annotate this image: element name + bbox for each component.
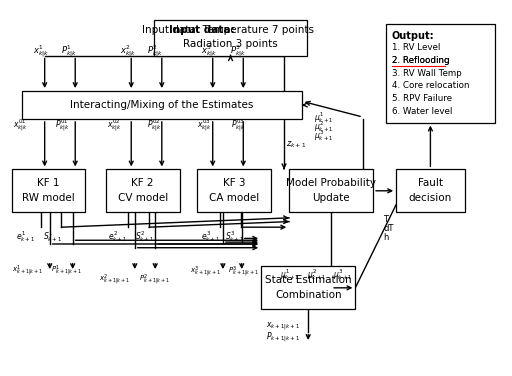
Bar bbox=[396, 169, 465, 212]
Bar bbox=[12, 169, 86, 212]
Text: $x^3_{k|k}$: $x^3_{k|k}$ bbox=[201, 44, 217, 60]
Text: State Estimation
Combination: State Estimation Combination bbox=[265, 276, 352, 300]
Text: $x^{01}_{k|k}$: $x^{01}_{k|k}$ bbox=[13, 117, 28, 134]
Text: $z_{k+1}$: $z_{k+1}$ bbox=[286, 140, 306, 150]
Text: $\mu^2_{k+1}$: $\mu^2_{k+1}$ bbox=[313, 119, 333, 134]
Text: $\mu^2_{k+1}$: $\mu^2_{k+1}$ bbox=[307, 267, 326, 282]
Bar bbox=[289, 169, 373, 212]
Text: Input data: Temperature 7 points: Input data: Temperature 7 points bbox=[142, 24, 314, 35]
Bar bbox=[154, 20, 307, 56]
Text: Model Probability
Update: Model Probability Update bbox=[286, 178, 376, 203]
Text: h: h bbox=[383, 233, 389, 242]
Text: dT: dT bbox=[383, 224, 394, 233]
Text: 3. RV Wall Temp: 3. RV Wall Temp bbox=[392, 68, 462, 77]
Text: Input data:: Input data: bbox=[168, 24, 234, 35]
Text: $P^3_{k|k}$: $P^3_{k|k}$ bbox=[229, 44, 246, 60]
Text: T: T bbox=[383, 215, 388, 224]
Text: KF 2
CV model: KF 2 CV model bbox=[118, 178, 168, 203]
Text: $x^{02}_{k|k}$: $x^{02}_{k|k}$ bbox=[107, 117, 122, 134]
Text: KF 3
CA model: KF 3 CA model bbox=[209, 178, 260, 203]
Text: $S^3_{k+1}$: $S^3_{k+1}$ bbox=[225, 229, 245, 244]
Text: $x^2_{k|k}$: $x^2_{k|k}$ bbox=[119, 44, 136, 60]
Text: $x^{03}_{k|k}$: $x^{03}_{k|k}$ bbox=[198, 117, 212, 134]
Text: $S^2_{k+1}$: $S^2_{k+1}$ bbox=[135, 229, 154, 244]
Text: $P^{03}_{k|k}$: $P^{03}_{k|k}$ bbox=[230, 117, 245, 134]
Text: 2. Reflooding: 2. Reflooding bbox=[392, 56, 450, 65]
Text: $\mu^1_{k+1}$: $\mu^1_{k+1}$ bbox=[313, 111, 333, 125]
Text: $e^1_{k+1}$: $e^1_{k+1}$ bbox=[16, 229, 35, 244]
Text: $x^1_{k|k}$: $x^1_{k|k}$ bbox=[33, 44, 50, 60]
Text: 4. Core relocation: 4. Core relocation bbox=[392, 81, 470, 90]
Text: $x^1_{k+1|k+1}$: $x^1_{k+1|k+1}$ bbox=[12, 263, 43, 277]
Text: Output:: Output: bbox=[392, 30, 435, 41]
Text: $x_{k+1|k+1}$: $x_{k+1|k+1}$ bbox=[266, 320, 300, 333]
Text: $\mu^1_{k+1}$: $\mu^1_{k+1}$ bbox=[281, 267, 300, 282]
Bar bbox=[198, 169, 271, 212]
Bar bbox=[106, 169, 180, 212]
Text: $S^1_{k+1}$: $S^1_{k+1}$ bbox=[43, 229, 62, 244]
Text: $P_{k+1|k+1}$: $P_{k+1|k+1}$ bbox=[266, 331, 300, 345]
Text: 6. Water level: 6. Water level bbox=[392, 107, 452, 116]
Text: Interacting/Mixing of the Estimates: Interacting/Mixing of the Estimates bbox=[70, 100, 253, 110]
Text: $P^1_{k|k}$: $P^1_{k|k}$ bbox=[61, 44, 77, 60]
Text: Radiation 3 points: Radiation 3 points bbox=[183, 39, 278, 50]
Text: 2. Reflooding: 2. Reflooding bbox=[392, 56, 450, 65]
Text: $x^3_{k+1|k+1}$: $x^3_{k+1|k+1}$ bbox=[190, 264, 221, 279]
Text: $e^3_{k+1}$: $e^3_{k+1}$ bbox=[201, 229, 220, 244]
Text: 5. RPV Failure: 5. RPV Failure bbox=[392, 94, 452, 103]
Text: $x^2_{k+1|k+1}$: $x^2_{k+1|k+1}$ bbox=[99, 272, 131, 287]
Bar bbox=[386, 24, 495, 123]
Text: $\mu^3_{k+1}$: $\mu^3_{k+1}$ bbox=[313, 128, 333, 143]
Bar bbox=[261, 266, 355, 309]
Text: $P^{02}_{k|k}$: $P^{02}_{k|k}$ bbox=[146, 117, 161, 134]
Text: $P^2_{k+1|k+1}$: $P^2_{k+1|k+1}$ bbox=[139, 272, 170, 287]
Text: $\mu^3_{k+1}$: $\mu^3_{k+1}$ bbox=[333, 267, 353, 282]
Text: $P^3_{k+1|k+1}$: $P^3_{k+1|k+1}$ bbox=[228, 264, 259, 279]
Text: $P^1_{k+1|k+1}$: $P^1_{k+1|k+1}$ bbox=[51, 263, 82, 277]
Text: 1. RV Level: 1. RV Level bbox=[392, 43, 440, 52]
Text: $P^2_{k|k}$: $P^2_{k|k}$ bbox=[146, 44, 162, 60]
Bar bbox=[22, 91, 302, 119]
Text: Fault
decision: Fault decision bbox=[409, 178, 452, 203]
Text: $e^2_{k+1}$: $e^2_{k+1}$ bbox=[109, 229, 127, 244]
Text: KF 1
RW model: KF 1 RW model bbox=[22, 178, 75, 203]
Text: $P^{01}_{k|k}$: $P^{01}_{k|k}$ bbox=[55, 117, 70, 134]
